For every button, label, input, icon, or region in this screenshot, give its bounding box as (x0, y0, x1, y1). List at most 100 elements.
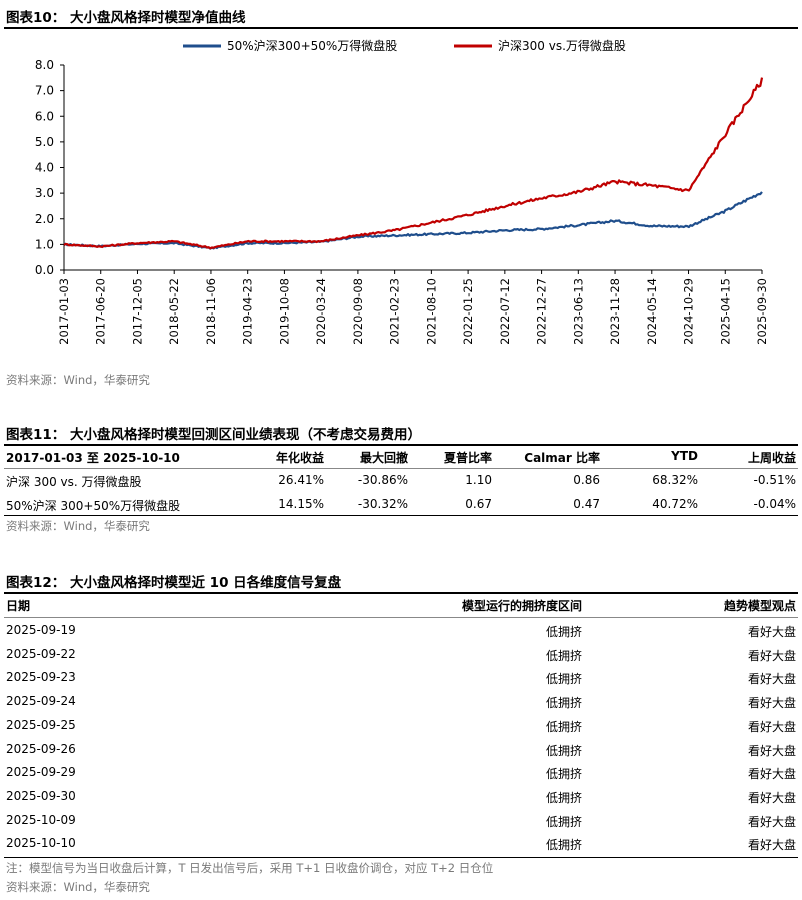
signal-cell-trend: 看好大盘 (747, 767, 796, 782)
perf-cell-calmar: 0.47 (573, 497, 600, 511)
x-tick-label: 2020-03-24 (314, 278, 328, 345)
y-tick-label: 4.0 (35, 161, 54, 175)
perf-cell-sharpe: 1.10 (465, 473, 492, 487)
x-tick-label: 2021-02-23 (388, 278, 402, 345)
signal-table-row: 2025-09-22 低拥挤 看好大盘 (4, 643, 798, 667)
perf-cell-ytd: 40.72% (652, 497, 698, 511)
x-tick-label: 2021-08-10 (424, 278, 438, 345)
signal-cell-crowding: 低拥挤 (545, 814, 582, 829)
x-tick-label: 2020-09-08 (351, 278, 365, 345)
perf-header-period: 2017-01-03 至 2025-10-10 (6, 451, 180, 465)
signal-cell-date: 2025-09-29 (6, 765, 76, 780)
figure11-title: 图表11： 大小盘风格择时模型回测区间业绩表现（不考虑交易费用） (6, 427, 421, 443)
x-tick-label: 2019-04-23 (241, 278, 255, 345)
x-tick-label: 2022-07-12 (498, 278, 512, 345)
x-tick-label: 2023-06-13 (571, 278, 585, 345)
x-tick-label: 2022-01-25 (461, 278, 475, 345)
figure12-source: 资料来源：Wind，华泰研究 (6, 880, 150, 894)
x-tick-label: 2019-10-08 (277, 278, 291, 345)
signal-cell-crowding: 低拥挤 (545, 696, 582, 711)
y-tick-label: 5.0 (35, 135, 54, 149)
series-line-ratio (63, 77, 764, 250)
signal-table-row: 2025-10-10 低拥挤 看好大盘 (4, 832, 798, 856)
perf-header-last-week: 上周收益 (747, 451, 796, 465)
signal-table-row: 2025-09-23 低拥挤 看好大盘 (4, 666, 798, 690)
x-tick-label: 2018-11-06 (204, 278, 218, 345)
signal-cell-date: 2025-09-30 (6, 788, 76, 803)
perf-cell-calmar: 0.86 (573, 473, 600, 487)
figure10-title: 图表10： 大小盘风格择时模型净值曲线 (6, 10, 246, 26)
perf-bottom-rule (4, 515, 798, 516)
figure12-note: 注：模型信号为当日收盘后计算，T 日发出信号后，采用 T+1 日收盘价调仓，对应… (6, 861, 494, 875)
signal-cell-trend: 看好大盘 (747, 838, 796, 853)
perf-cell-ytd: 68.32% (652, 473, 698, 487)
perf-cell-last-week: -0.51% (753, 473, 796, 487)
x-tick-label: 2017-01-03 (57, 278, 71, 345)
perf-cell-last-week: -0.04% (753, 497, 796, 511)
x-tick-label: 2018-05-22 (167, 278, 181, 345)
figure12-title-rule (4, 592, 798, 594)
signal-cell-date: 2025-09-26 (6, 741, 76, 756)
signal-cell-trend: 看好大盘 (747, 743, 796, 758)
perf-header-annual-return: 年化收益 (275, 451, 324, 465)
signal-cell-date: 2025-09-25 (6, 717, 76, 732)
figure11-source: 资料来源：Wind，华泰研究 (6, 519, 150, 533)
x-tick-label: 2017-12-05 (130, 278, 144, 345)
perf-cell-annual-return: 26.41% (278, 473, 324, 487)
figure10-title-rule (4, 27, 798, 29)
signal-table-row: 2025-09-26 低拥挤 看好大盘 (4, 738, 798, 762)
perf-cell-annual-return: 14.15% (278, 497, 324, 511)
perf-cell-max-drawdown: -30.32% (357, 497, 408, 511)
signal-cell-trend: 看好大盘 (747, 672, 796, 687)
signal-cell-crowding: 低拥挤 (545, 790, 582, 805)
y-tick-label: 3.0 (35, 186, 54, 200)
signal-bottom-rule (4, 857, 798, 858)
signal-cell-trend: 看好大盘 (747, 719, 796, 734)
signal-cell-crowding: 低拥挤 (545, 838, 582, 853)
signal-header-date: 日期 (6, 599, 31, 613)
signal-table-row: 2025-09-25 低拥挤 看好大盘 (4, 714, 798, 738)
perf-header-ytd: YTD (671, 449, 698, 463)
signal-cell-crowding: 低拥挤 (545, 743, 582, 758)
signal-cell-trend: 看好大盘 (747, 814, 796, 829)
signal-cell-date: 2025-09-19 (6, 623, 76, 637)
y-tick-label: 8.0 (35, 58, 54, 72)
perf-cell-max-drawdown: -30.86% (357, 473, 408, 487)
y-tick-label: 2.0 (35, 212, 54, 226)
signal-cell-crowding: 低拥挤 (545, 648, 582, 663)
y-tick-label: 7.0 (35, 84, 54, 98)
perf-table-row: 50%沪深 300+50%万得微盘股 14.15% -30.32% 0.67 0… (4, 494, 798, 516)
x-tick-label: 2024-10-29 (682, 278, 696, 345)
chart-lines (63, 77, 764, 250)
x-tick-label: 2017-06-20 (94, 278, 108, 345)
x-tick-label: 2025-09-30 (755, 278, 769, 345)
signal-table-header: 日期 模型运行的拥挤度区间 趋势模型观点 (4, 594, 798, 616)
signal-cell-trend: 看好大盘 (747, 625, 796, 639)
signal-cell-trend: 看好大盘 (747, 696, 796, 711)
signal-cell-date: 2025-10-10 (6, 836, 76, 851)
signal-header-rule (4, 617, 798, 618)
perf-table-header: 2017-01-03 至 2025-10-10 年化收益 最大回撤 夏普比率 C… (4, 446, 798, 468)
signal-table-row: 2025-09-29 低拥挤 看好大盘 (4, 761, 798, 785)
signal-cell-crowding: 低拥挤 (545, 719, 582, 734)
perf-cell-strategy: 沪深 300 vs. 万得微盘股 (6, 475, 142, 489)
perf-table-row: 沪深 300 vs. 万得微盘股 26.41% -30.86% 1.10 0.8… (4, 470, 798, 492)
perf-cell-sharpe: 0.67 (465, 497, 492, 511)
perf-header-max-drawdown: 最大回撤 (359, 451, 408, 465)
signal-table-row: 2025-09-24 低拥挤 看好大盘 (4, 690, 798, 714)
figure10-source: 资料来源：Wind，华泰研究 (6, 373, 150, 387)
legend-item-blend: 50%沪深300+50%万得微盘股 (227, 38, 397, 53)
x-tick-label: 2025-04-15 (718, 278, 732, 345)
signal-cell-crowding: 低拥挤 (545, 672, 582, 687)
legend-item-ratio: 沪深300 vs.万得微盘股 (498, 38, 626, 53)
x-tick-label: 2023-11-28 (608, 278, 622, 345)
signal-table-row: 2025-09-19 低拥挤 看好大盘 (4, 619, 798, 643)
signal-cell-trend: 看好大盘 (747, 790, 796, 805)
signal-header-crowding: 模型运行的拥挤度区间 (461, 599, 582, 613)
signal-table-row: 2025-10-09 低拥挤 看好大盘 (4, 809, 798, 833)
signal-cell-date: 2025-09-22 (6, 646, 76, 661)
nav-line-chart: 50%沪深300+50%万得微盘股 沪深300 vs.万得微盘股 0.0 1.0 2.… (35, 38, 769, 345)
chart-legend: 50%沪深300+50%万得微盘股 沪深300 vs.万得微盘股 (183, 38, 626, 53)
x-axis: 2017-01-03 2017-06-20 2017-12-05 2018-05-22… (57, 269, 769, 345)
figure11-title-rule (4, 444, 798, 446)
